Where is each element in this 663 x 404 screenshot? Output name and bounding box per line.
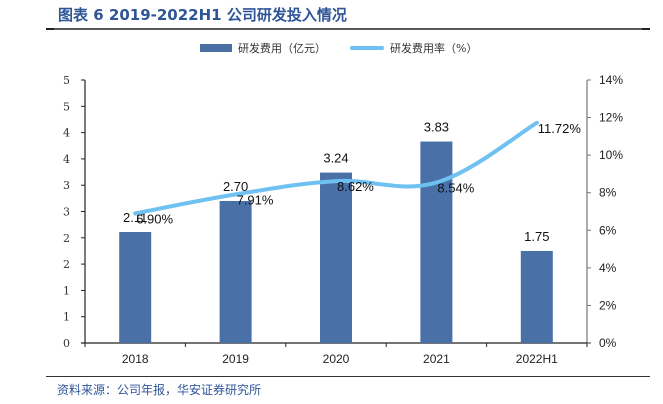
legend-item-line: 研发费用率（%） — [350, 40, 477, 56]
x-tick-label: 2021 — [423, 352, 450, 366]
legend: 研发费用（亿元） 研发费用率（%） — [200, 40, 501, 56]
chart-title: 图表 6 2019-2022H1 公司研发投入情况 — [58, 6, 347, 24]
left-tick-label: 0 — [63, 337, 70, 350]
x-tick-label: 2020 — [323, 352, 350, 366]
left-tick-label: 2 — [63, 232, 70, 245]
x-tick-label: 2022H1 — [516, 352, 558, 366]
rate-value-label: 7.91% — [237, 192, 274, 207]
right-tick-label: 10% — [599, 148, 623, 162]
bar-value-label: 2.70 — [223, 179, 248, 194]
title-divider — [46, 28, 650, 30]
right-tick-label: 14% — [599, 73, 623, 87]
left-tick-label: 4 — [63, 127, 70, 140]
bar-value-label: 3.83 — [424, 120, 449, 135]
left-tick-label: 4 — [63, 153, 70, 166]
left-tick-label: 3 — [63, 179, 70, 192]
left-tick-label: 1 — [63, 284, 70, 297]
bar-2022H1 — [520, 250, 553, 343]
bar-2021 — [420, 141, 453, 343]
left-tick-label: 5 — [63, 74, 70, 87]
legend-item-bar: 研发费用（亿元） — [200, 40, 326, 56]
bar-2019 — [219, 200, 252, 343]
left-tick-label: 2 — [63, 258, 70, 271]
bar-2020 — [320, 172, 352, 343]
x-tick-label: 2019 — [222, 352, 249, 366]
left-tick-label: 5 — [63, 100, 70, 113]
rate-value-label: 6.90% — [136, 211, 173, 226]
legend-label-bar: 研发费用（亿元） — [238, 42, 326, 55]
right-tick-label: 12% — [599, 111, 623, 125]
right-tick-label: 8% — [599, 186, 617, 200]
left-tick-label: 3 — [63, 206, 70, 219]
rate-line — [133, 120, 539, 216]
rate-value-label: 11.72% — [538, 121, 582, 136]
right-tick-label: 6% — [599, 223, 617, 237]
rate-value-label: 8.62% — [337, 179, 374, 194]
right-tick-label: 2% — [599, 298, 617, 312]
bar-value-label: 3.24 — [323, 151, 348, 166]
legend-label-line: 研发费用率（%） — [390, 42, 478, 55]
source-divider — [46, 376, 650, 377]
x-tick-label: 2018 — [122, 352, 149, 366]
legend-swatch-line — [350, 46, 384, 50]
source-note: 资料来源：公司年报，华安证券研究所 — [57, 383, 262, 397]
bar-value-label: 1.75 — [524, 229, 549, 244]
legend-swatch-bar — [200, 44, 232, 52]
bar-2018 — [119, 232, 152, 343]
left-tick-label: 1 — [63, 311, 70, 324]
rate-value-label: 8.54% — [437, 181, 474, 196]
right-tick-label: 0% — [599, 336, 617, 350]
right-tick-label: 4% — [599, 261, 617, 275]
